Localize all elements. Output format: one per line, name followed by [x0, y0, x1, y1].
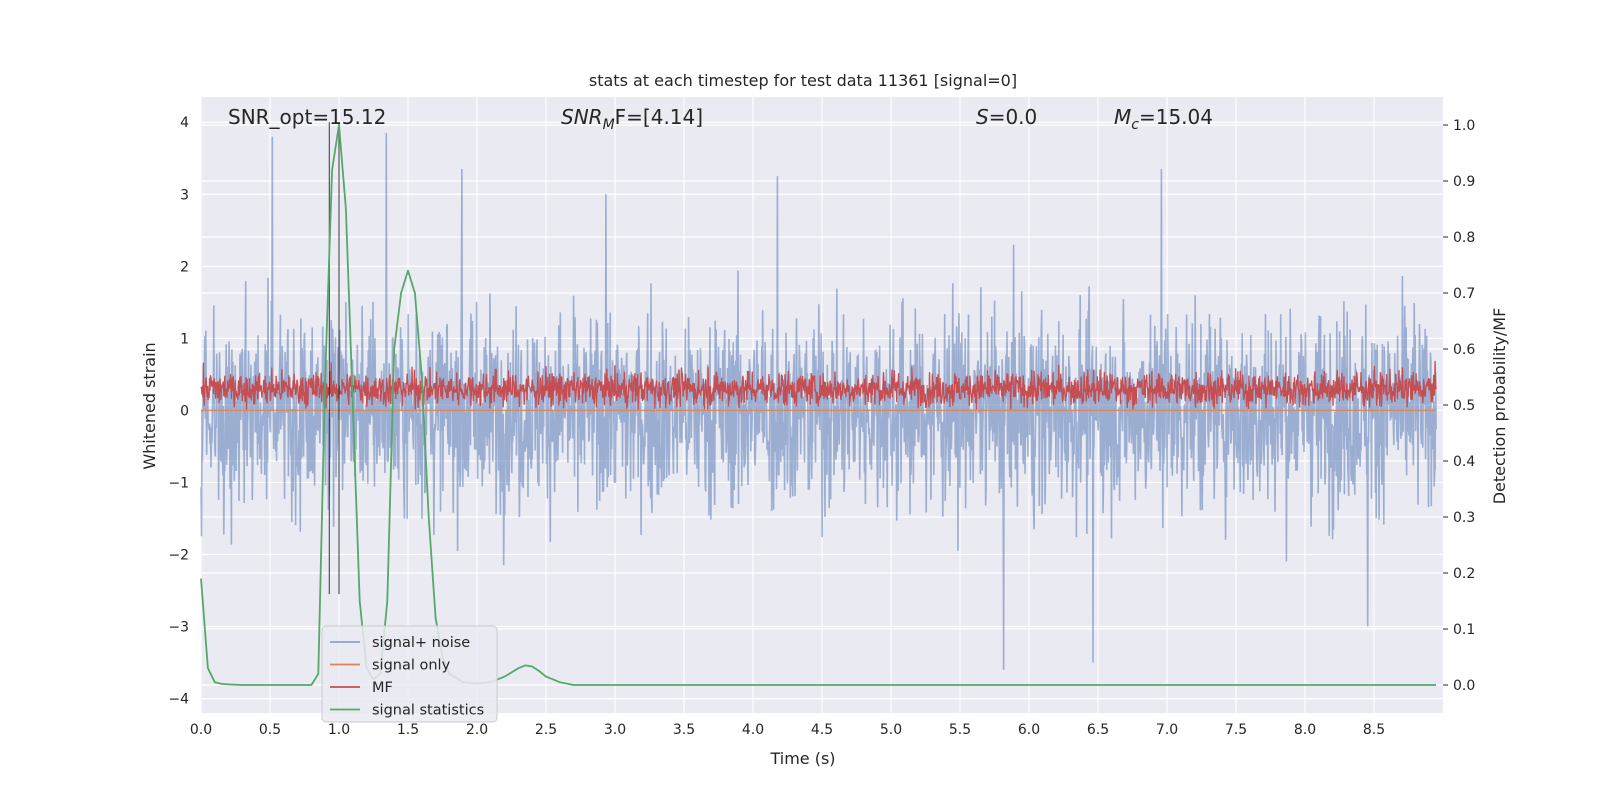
left-y-axis-ticks: −4 −3 −2 −1 0 1 2 3 4 [168, 115, 189, 707]
right-y-tick-label: 0.9 [1453, 174, 1475, 190]
legend-box [321, 625, 498, 723]
legend-label: signal only [372, 658, 451, 674]
x-tick-label: 8.5 [1363, 722, 1385, 738]
legend-label: signal statistics [372, 703, 484, 719]
series-mf [200, 360, 1437, 411]
x-tick-label: 4.0 [742, 722, 764, 738]
x-tick-label: 3.5 [673, 722, 695, 738]
x-tick-label: 3.0 [604, 722, 626, 738]
annotation-snr-mf-subscript: M [603, 117, 615, 133]
legend: signal+ noise signal only MF signal statist… [321, 625, 498, 723]
left-y-tick-label: 1 [180, 331, 189, 347]
x-tick-label: 6.0 [1018, 722, 1040, 738]
right-y-axis-ticks: 0.0 0.1 0.2 0.3 0.4 0.5 0.6 0.7 0.8 0.9 1.0 [1443, 118, 1475, 694]
right-y-tick-label: 0.3 [1453, 510, 1475, 526]
annotation-s-value: =0.0 [989, 105, 1038, 129]
left-y-tick-label: −3 [168, 620, 189, 636]
x-tick-label: 2.5 [535, 722, 557, 738]
right-y-axis-label: Detection probability/MF [1490, 308, 1509, 505]
annotation-mc: Mc=15.04 [1114, 105, 1213, 133]
right-y-tick-label: 0.6 [1453, 342, 1475, 358]
x-tick-label: 5.5 [949, 722, 971, 738]
left-y-tick-label: −4 [168, 692, 189, 708]
signal-statistics-line [200, 124, 1437, 686]
signal-noise-line [200, 132, 1437, 670]
x-tick-label: 7.0 [1156, 722, 1178, 738]
x-axis-label: Time (s) [769, 749, 835, 768]
right-y-tick-label: 0.0 [1453, 678, 1475, 694]
left-y-tick-label: 0 [180, 403, 189, 419]
right-y-tick-label: 0.1 [1453, 622, 1475, 638]
annotation-mc-subscript: c [1131, 117, 1139, 133]
marker-lines [328, 122, 340, 595]
left-y-tick-label: 2 [180, 259, 189, 275]
x-tick-label: 7.5 [1225, 722, 1247, 738]
right-y-tick-label: 0.7 [1453, 286, 1475, 302]
mf-line [200, 360, 1437, 411]
annotation-snr-opt: SNR_opt=15.12 [228, 105, 386, 129]
right-y-tick-label: 0.2 [1453, 566, 1475, 582]
annotation-s-symbol: S [976, 105, 989, 129]
left-y-tick-label: 3 [180, 187, 189, 203]
legend-label: MF [372, 680, 393, 696]
right-y-tick-label: 0.8 [1453, 230, 1475, 246]
x-tick-label: 5.0 [880, 722, 902, 738]
x-tick-label: 2.0 [466, 722, 488, 738]
annotation-mc-symbol: M [1114, 105, 1131, 129]
x-axis-ticks: 0.0 0.5 1.0 1.5 2.0 2.5 3.0 3.5 4.0 4.5 5.0 5.5 6.0 6… [190, 722, 1385, 738]
right-y-tick-label: 0.5 [1453, 398, 1475, 414]
x-tick-label: 0.5 [259, 722, 281, 738]
series-signal-statistics [200, 124, 1437, 686]
x-tick-label: 1.5 [397, 722, 419, 738]
annotation-snr-mf: SNRMF=[4.14] [561, 105, 703, 133]
x-tick-label: 1.0 [328, 722, 350, 738]
annotation-snr-mf-value: F=[4.14] [615, 105, 703, 129]
left-y-axis-label: Whitened strain [140, 342, 159, 469]
left-y-tick-label: −1 [168, 475, 189, 491]
x-tick-label: 8.0 [1294, 722, 1316, 738]
annotation-mc-value: =15.04 [1139, 105, 1213, 129]
annotation-s: S=0.0 [976, 105, 1037, 129]
annotation-snr-mf-symbol: SNR [561, 105, 603, 129]
right-y-tick-label: 0.4 [1453, 454, 1475, 470]
x-tick-label: 6.5 [1087, 722, 1109, 738]
series-signal-noise [200, 132, 1437, 670]
right-y-tick-label: 1.0 [1453, 118, 1475, 134]
chart-title: stats at each timestep for test data 113… [589, 71, 1017, 90]
x-tick-label: 0.0 [190, 722, 212, 738]
left-y-tick-label: 4 [180, 115, 189, 131]
x-tick-label: 4.5 [811, 722, 833, 738]
left-y-tick-label: −2 [168, 547, 189, 563]
legend-label: signal+ noise [372, 635, 470, 651]
